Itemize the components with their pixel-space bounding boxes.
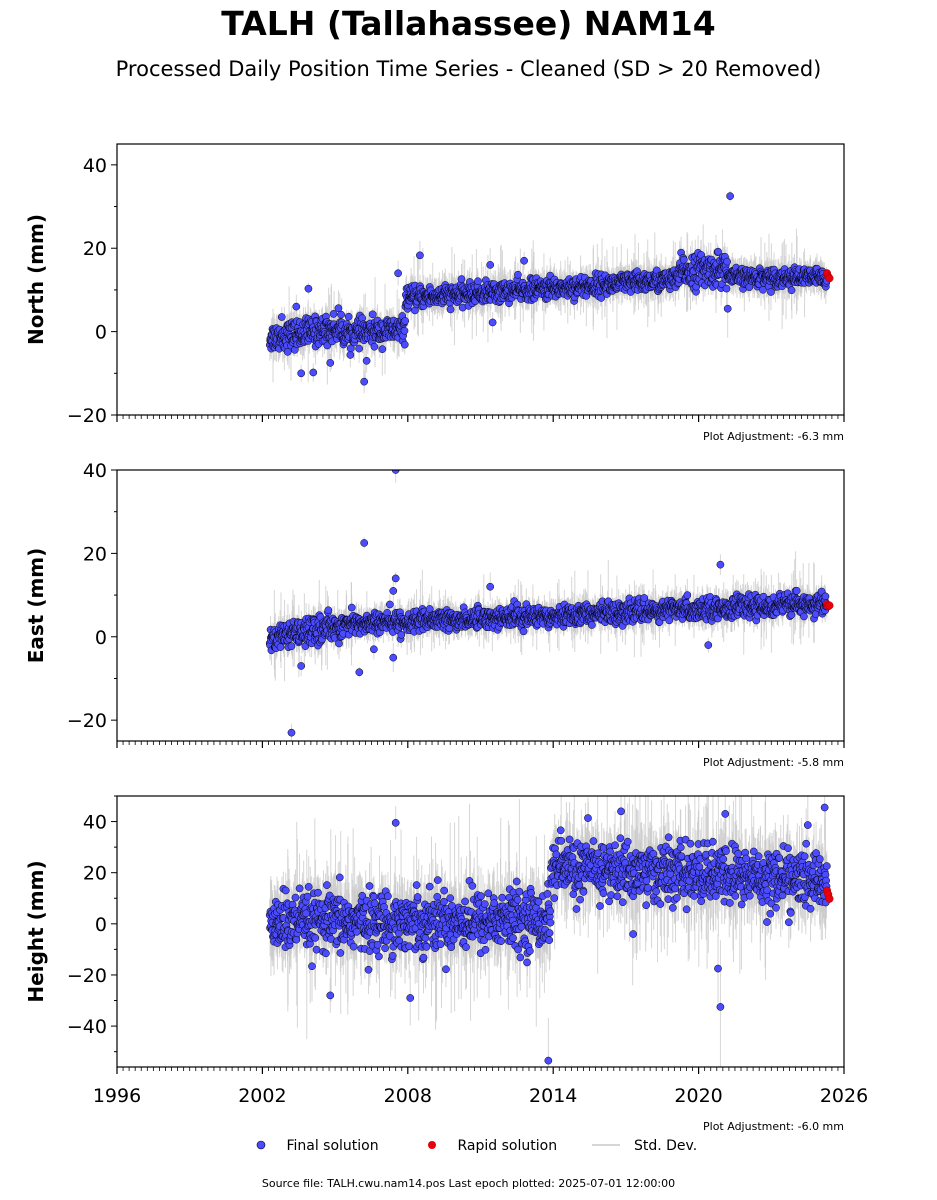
y-axis-label: North (mm) bbox=[24, 214, 48, 345]
rapid-point bbox=[825, 274, 834, 283]
final-point bbox=[344, 312, 353, 321]
final-point bbox=[486, 261, 495, 269]
final-point bbox=[378, 345, 387, 354]
final-point bbox=[488, 318, 497, 327]
final-point bbox=[304, 284, 313, 293]
chart-title: TALH (Tallahassee) NAM14 bbox=[221, 4, 716, 43]
chart-subtitle: Processed Daily Position Time Series - C… bbox=[115, 57, 822, 81]
y-tick-label: −20 bbox=[67, 405, 107, 427]
final-point bbox=[346, 351, 355, 359]
final-point bbox=[362, 356, 371, 365]
final-point bbox=[337, 310, 345, 319]
final-point bbox=[329, 310, 338, 318]
final-points bbox=[265, 192, 831, 386]
final-point bbox=[787, 286, 796, 295]
final-point bbox=[474, 277, 482, 286]
final-point bbox=[283, 348, 292, 356]
final-point bbox=[722, 284, 731, 293]
final-point bbox=[723, 257, 731, 266]
final-point bbox=[370, 342, 379, 351]
final-point bbox=[714, 247, 722, 256]
plot-adjustment-note: Plot Adjustment: -6.3 mm bbox=[703, 430, 844, 443]
y-tick-label: 0 bbox=[95, 322, 107, 344]
final-point bbox=[679, 255, 688, 264]
final-point bbox=[767, 288, 775, 296]
final-point bbox=[514, 270, 522, 279]
final-point bbox=[346, 344, 355, 353]
final-point bbox=[723, 304, 732, 313]
final-point bbox=[277, 313, 286, 321]
final-point bbox=[309, 368, 318, 377]
y-tick-label: 40 bbox=[83, 155, 107, 177]
final-point bbox=[457, 275, 466, 283]
y-axis: −20 0 20 40 North (mm) bbox=[24, 155, 117, 427]
final-point bbox=[360, 377, 369, 386]
final-point bbox=[394, 269, 402, 278]
final-point bbox=[368, 310, 377, 319]
x-axis bbox=[116, 415, 845, 422]
y-tick-label: 20 bbox=[83, 238, 107, 260]
final-point bbox=[326, 359, 335, 367]
final-point bbox=[416, 251, 424, 260]
final-point bbox=[292, 302, 301, 311]
final-point bbox=[401, 317, 410, 325]
final-point bbox=[446, 305, 455, 314]
final-point bbox=[297, 369, 306, 378]
final-point bbox=[597, 294, 606, 302]
final-point bbox=[400, 326, 409, 335]
final-point bbox=[400, 340, 409, 349]
final-point bbox=[355, 344, 363, 353]
final-point bbox=[726, 192, 734, 200]
final-point bbox=[520, 256, 528, 265]
final-point bbox=[334, 304, 343, 313]
